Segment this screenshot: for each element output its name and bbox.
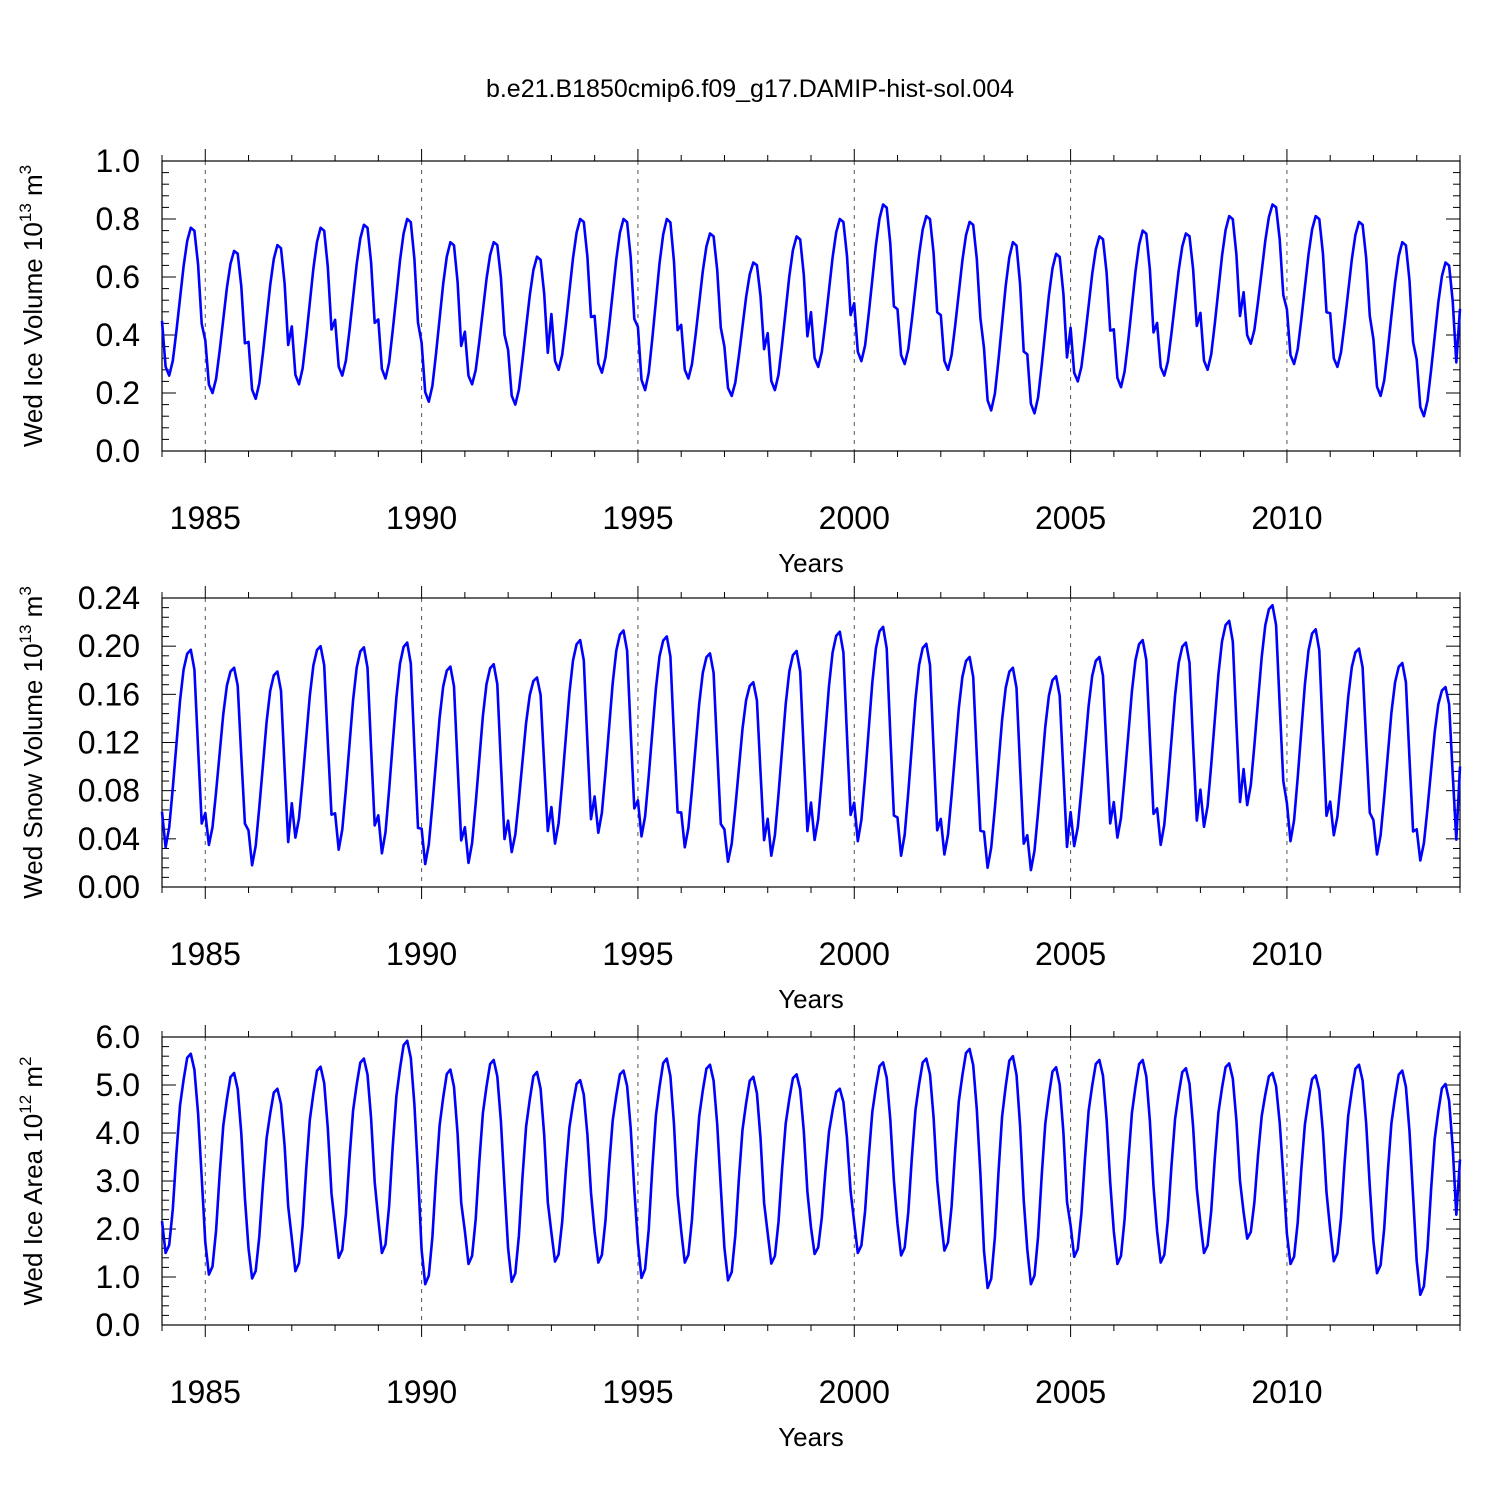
- y-tick-label: 3.0: [96, 1163, 140, 1199]
- y-tick-label: 0.04: [78, 821, 140, 857]
- y-tick-label: 0.2: [96, 375, 140, 411]
- figure-title: b.e21.B1850cmip6.f09_g17.DAMIP-hist-sol.…: [486, 75, 1014, 103]
- y-tick-label: 0.6: [96, 259, 140, 295]
- y-tick-label: 0.16: [78, 676, 140, 712]
- x-tick-label-2010: 2010: [1251, 500, 1322, 536]
- x-tick-label-1995: 1995: [602, 1374, 673, 1410]
- series-line-2: [160, 603, 1462, 872]
- x-tick-label-2010: 2010: [1251, 1374, 1322, 1410]
- y-tick-label: 0.08: [78, 773, 140, 809]
- plot-frame: [161, 597, 1461, 888]
- x-tick-label-2005: 2005: [1035, 1374, 1106, 1410]
- y-tick-label: 2.0: [96, 1211, 140, 1247]
- y-tick-label: 0.4: [96, 317, 140, 353]
- panels: 1985 1990 1995 2000 2005 2010 0.0 0.2 0.4 0.6 0.8 1…: [16, 143, 1462, 1452]
- x-tick-label-1995: 1995: [602, 500, 673, 536]
- x-tick-label-2005: 2005: [1035, 500, 1106, 536]
- y-axis-label: Wed Snow Volume 1013 m3: [16, 586, 48, 899]
- x-tick-label-2000: 2000: [819, 1374, 890, 1410]
- y-tick-label: 0.12: [78, 725, 140, 761]
- x-tick-label-2010: 2010: [1251, 936, 1322, 972]
- panel-3: 1985 1990 1995 2000 2005 2010 0.0 1.0 2.0 3.0 4.0 5…: [16, 1019, 1462, 1452]
- x-tick-label-2000: 2000: [819, 500, 890, 536]
- y-tick-label: 6.0: [96, 1019, 140, 1055]
- y-tick-label: 0.00: [78, 869, 140, 905]
- x-axis-label: Years: [778, 984, 844, 1014]
- panel-2: 1985 1990 1995 2000 2005 2010 0.00 0.04 0.08 0.12…: [16, 580, 1462, 1014]
- y-axis-label: Wed Ice Volume 1013 m3: [16, 165, 48, 447]
- x-tick-label-1990: 1990: [386, 500, 457, 536]
- panel-1: 1985 1990 1995 2000 2005 2010 0.0 0.2 0.4 0.6 0.8 1…: [16, 143, 1462, 578]
- y-tick-label: 4.0: [96, 1115, 140, 1151]
- y-tick-label: 0.0: [96, 1307, 140, 1343]
- y-tick-label: 5.0: [96, 1067, 140, 1103]
- y-tick-label: 0.8: [96, 201, 140, 237]
- plot-frame: [161, 160, 1461, 452]
- x-tick-label-1995: 1995: [602, 936, 673, 972]
- x-tick-label-1985: 1985: [170, 1374, 241, 1410]
- y-tick-label: 0.20: [78, 628, 140, 664]
- series-line-3: [160, 1039, 1462, 1297]
- series-line-1: [160, 203, 1462, 418]
- x-tick-label-1990: 1990: [386, 1374, 457, 1410]
- y-tick-label: 0.24: [78, 580, 140, 616]
- x-tick-label-1990: 1990: [386, 936, 457, 972]
- y-tick-label: 1.0: [96, 143, 140, 179]
- y-axis-label: Wed Ice Area 1012 m2: [16, 1056, 48, 1305]
- y-tick-label: 0.0: [96, 433, 140, 469]
- y-tick-label: 1.0: [96, 1259, 140, 1295]
- x-axis-label: Years: [778, 548, 844, 578]
- x-tick-label-2005: 2005: [1035, 936, 1106, 972]
- x-axis-label: Years: [778, 1422, 844, 1452]
- x-tick-label-1985: 1985: [170, 936, 241, 972]
- x-tick-label-1985: 1985: [170, 500, 241, 536]
- x-tick-label-2000: 2000: [819, 936, 890, 972]
